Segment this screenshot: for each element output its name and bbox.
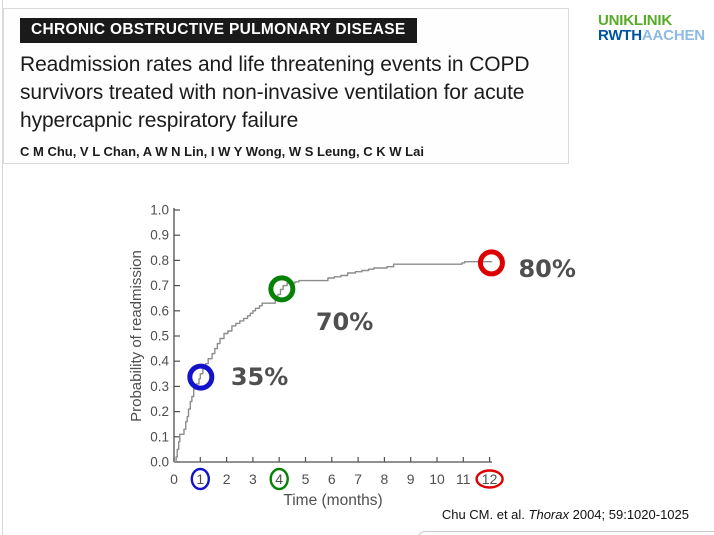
- logo-aachen-part: AACHEN: [641, 27, 705, 44]
- paper-authors: C M Chu, V L Chan, A W N Lin, I W Y Wong…: [20, 144, 424, 159]
- x-tick-label: 10: [429, 471, 445, 487]
- y-tick-label: 0.0: [150, 455, 169, 470]
- paper-title: Readmission rates and life threatening e…: [20, 51, 568, 135]
- citation-authors: Chu CM. et al.: [441, 507, 529, 522]
- x-tick-label: 11: [456, 471, 471, 487]
- citation-journal: Thorax: [528, 507, 569, 522]
- annotation-label-70: 70%: [316, 308, 373, 336]
- x-tick-label: 12: [482, 471, 498, 487]
- axis-tick-ellipse-1: [190, 467, 211, 491]
- bottom-decorative-line: [418, 531, 714, 535]
- x-tick-label: 7: [354, 471, 362, 487]
- x-tick-label: 0: [170, 471, 178, 487]
- x-tick-label: 9: [407, 471, 415, 487]
- annotation-ring-70: [268, 275, 296, 303]
- x-tick-label: 8: [381, 471, 389, 487]
- x-tick-label: 1: [196, 471, 204, 487]
- paper-title-line1: Readmission rates and life threatening e…: [20, 53, 530, 76]
- x-tick-label: 2: [223, 471, 231, 487]
- y-tick-label: 0.4: [150, 354, 169, 369]
- paper-title-line3: hypercapnic respiratory failure: [20, 109, 299, 132]
- uniklinik-rwth-aachen-logo: UNIKLINIK RWTHAACHEN: [598, 13, 705, 43]
- y-tick-label: 0.3: [150, 379, 169, 394]
- x-tick-label: 4: [275, 471, 283, 487]
- annotation-ring-80: [477, 249, 505, 277]
- axis-tick-ellipse-4: [269, 467, 289, 491]
- logo-rwth-part: RWTH: [598, 27, 642, 44]
- paper-title-line2: survivors treated with non-invasive vent…: [20, 81, 525, 104]
- axis-tick-ellipse-12: [475, 469, 504, 489]
- slide-left-border: [2, 0, 3, 535]
- km-curve: [174, 261, 493, 463]
- citation: Chu CM. et al. Thorax 2004; 59:1020-1025: [442, 507, 689, 522]
- y-axis-label: Probability of readmission: [128, 250, 145, 422]
- y-tick-label: 0.6: [150, 303, 169, 318]
- y-tick-label: 0.9: [150, 228, 169, 243]
- y-tick-label: 0.5: [150, 329, 169, 344]
- annotation-label-35: 35%: [231, 363, 288, 391]
- y-tick-label: 0.7: [150, 278, 169, 293]
- x-axis-label: Time (months): [283, 492, 382, 509]
- y-tick-label: 0.1: [150, 429, 169, 444]
- category-banner: CHRONIC OBSTRUCTIVE PULMONARY DISEASE: [20, 18, 417, 43]
- x-tick-label: 5: [302, 471, 310, 487]
- y-tick-label: 0.2: [150, 404, 169, 419]
- x-tick-label: 3: [249, 471, 257, 487]
- annotation-label-80: 80%: [518, 255, 575, 283]
- paper-header-clipping: CHRONIC OBSTRUCTIVE PULMONARY DISEASE Re…: [3, 8, 569, 164]
- x-tick-label: 6: [328, 471, 336, 487]
- logo-rwth-aachen-text: RWTHAACHEN: [598, 28, 705, 43]
- citation-volume: 2004; 59:1020-1025: [569, 507, 689, 522]
- y-tick-label: 0.8: [150, 253, 169, 268]
- logo-uniklinik-text: UNIKLINIK: [598, 12, 673, 29]
- y-tick-label: 1.0: [150, 203, 169, 218]
- annotation-ring-35: [187, 363, 215, 391]
